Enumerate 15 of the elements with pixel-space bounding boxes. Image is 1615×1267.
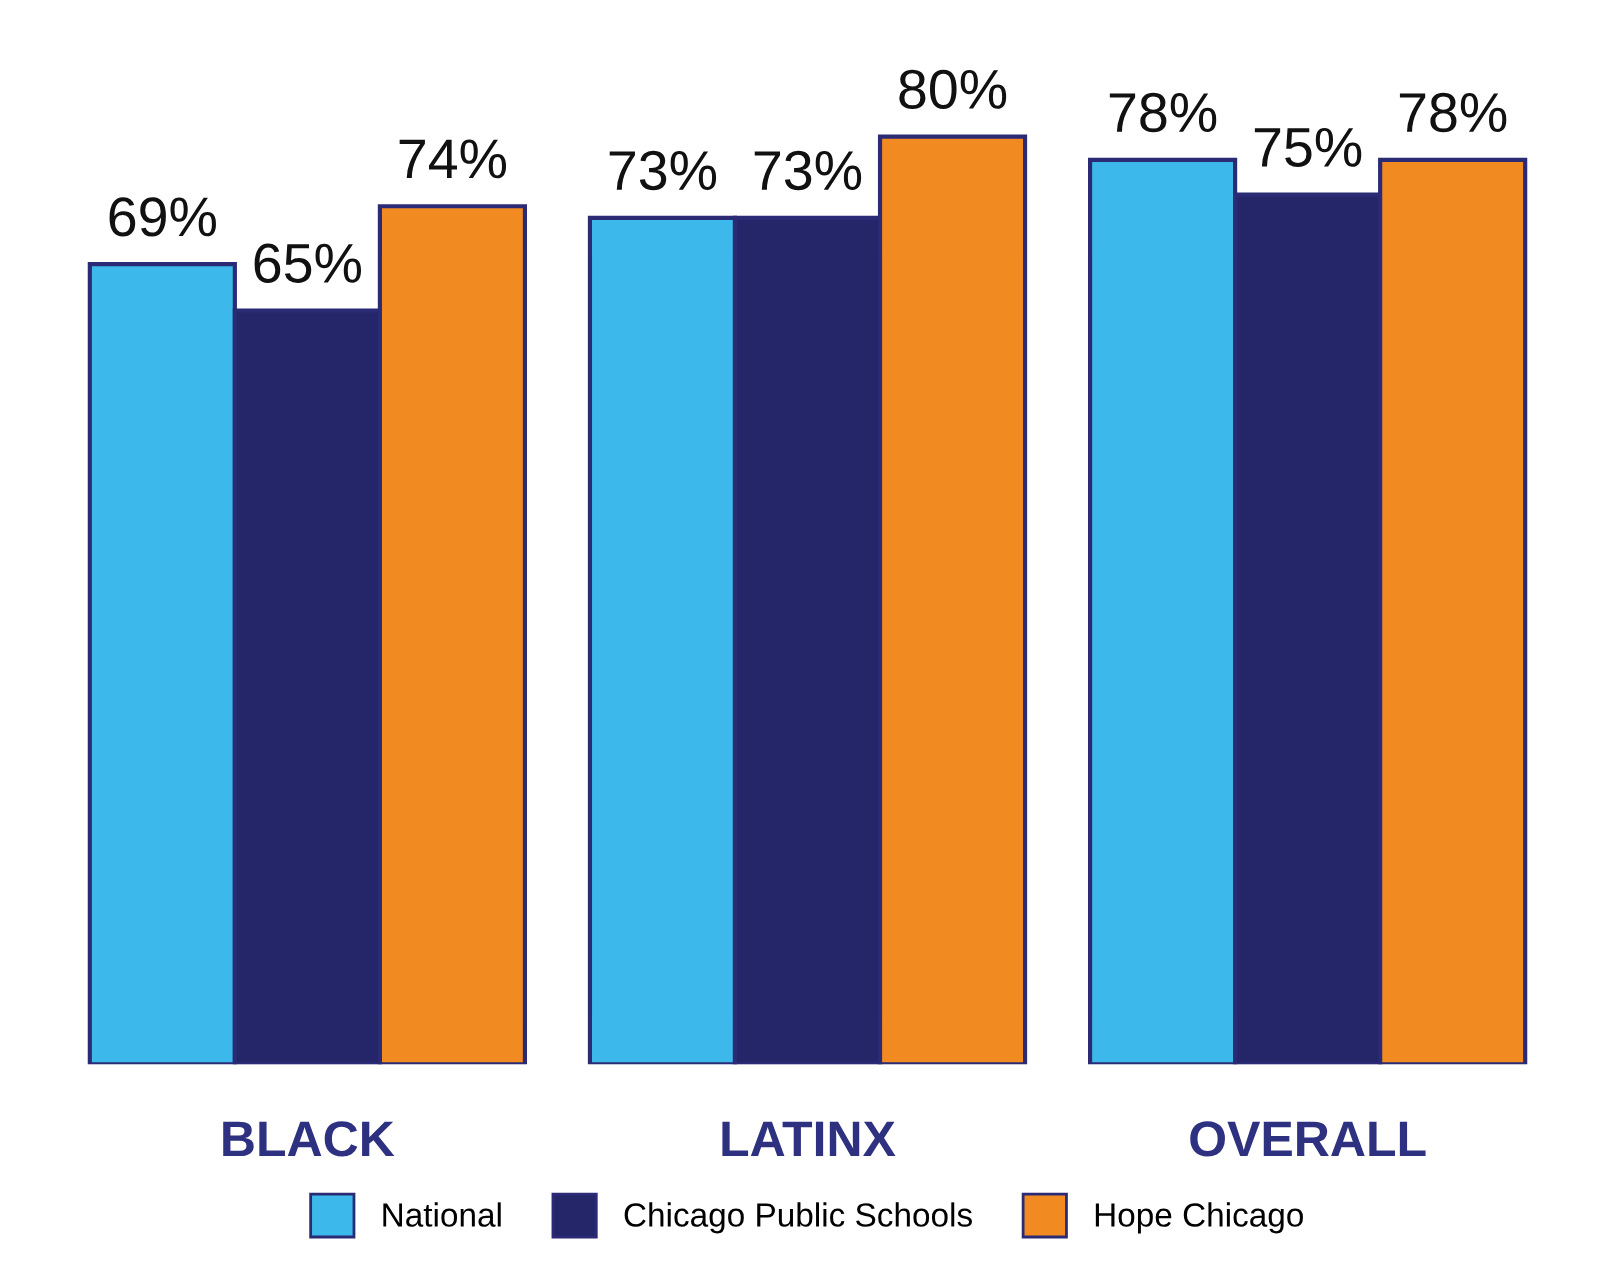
x-tick-label: OVERALL [1190,1121,1426,1157]
data-label: 78% [1109,92,1217,133]
x-tick-label: BLACK [223,1121,395,1157]
data-label: 69% [109,197,216,237]
legend-label: National [383,1202,501,1227]
data-label: 80% [899,69,1007,110]
data-label: 78% [1399,92,1507,133]
data-label: 73% [609,150,717,191]
legend-label: Hope Chicago [1095,1202,1303,1234]
data-label: 65% [254,243,361,283]
data-label: 74% [399,139,507,179]
legend-label: Chicago Public Schools [624,1202,972,1234]
x-tick-label: LATINX [722,1121,896,1157]
data-label: 75% [1254,127,1362,167]
data-label: 73% [754,150,862,191]
